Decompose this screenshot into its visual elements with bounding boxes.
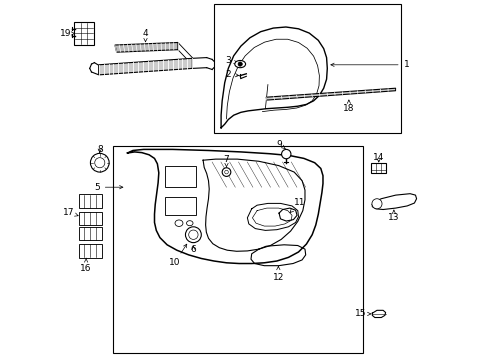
FancyBboxPatch shape (79, 227, 102, 240)
FancyBboxPatch shape (74, 22, 94, 45)
Circle shape (238, 62, 242, 66)
Polygon shape (265, 88, 395, 100)
Text: 6: 6 (190, 245, 196, 253)
Bar (165, 166, 196, 187)
Text: 13: 13 (387, 210, 399, 222)
Polygon shape (99, 58, 192, 75)
Text: 19: 19 (60, 29, 75, 38)
FancyBboxPatch shape (79, 212, 102, 225)
Circle shape (371, 199, 381, 209)
Circle shape (222, 168, 230, 176)
Polygon shape (115, 42, 178, 52)
Ellipse shape (234, 60, 245, 68)
Circle shape (185, 227, 201, 243)
Text: 1: 1 (330, 60, 408, 69)
Circle shape (224, 170, 228, 174)
Bar (165, 197, 196, 215)
FancyBboxPatch shape (79, 194, 102, 208)
Bar (370, 163, 386, 173)
Text: 9: 9 (276, 140, 285, 149)
Circle shape (281, 149, 290, 159)
Text: 4: 4 (142, 30, 148, 42)
Text: 14: 14 (372, 153, 384, 162)
Ellipse shape (175, 220, 183, 226)
Text: 12: 12 (272, 266, 284, 282)
Bar (113, 146, 363, 353)
Circle shape (95, 158, 104, 168)
Text: 3: 3 (225, 56, 237, 65)
Text: 15: 15 (355, 310, 370, 319)
Ellipse shape (186, 221, 193, 226)
Text: 18: 18 (343, 100, 354, 113)
FancyBboxPatch shape (79, 244, 102, 258)
Text: 10: 10 (168, 244, 186, 267)
Bar (213, 4, 400, 133)
Text: 5: 5 (94, 183, 122, 192)
Text: 16: 16 (80, 258, 92, 273)
Text: 17: 17 (63, 208, 78, 217)
Text: 2: 2 (225, 70, 238, 79)
Circle shape (90, 153, 109, 172)
Text: 8: 8 (97, 145, 102, 154)
Text: 7: 7 (223, 156, 229, 167)
Text: 11: 11 (289, 198, 305, 212)
Circle shape (188, 230, 198, 239)
